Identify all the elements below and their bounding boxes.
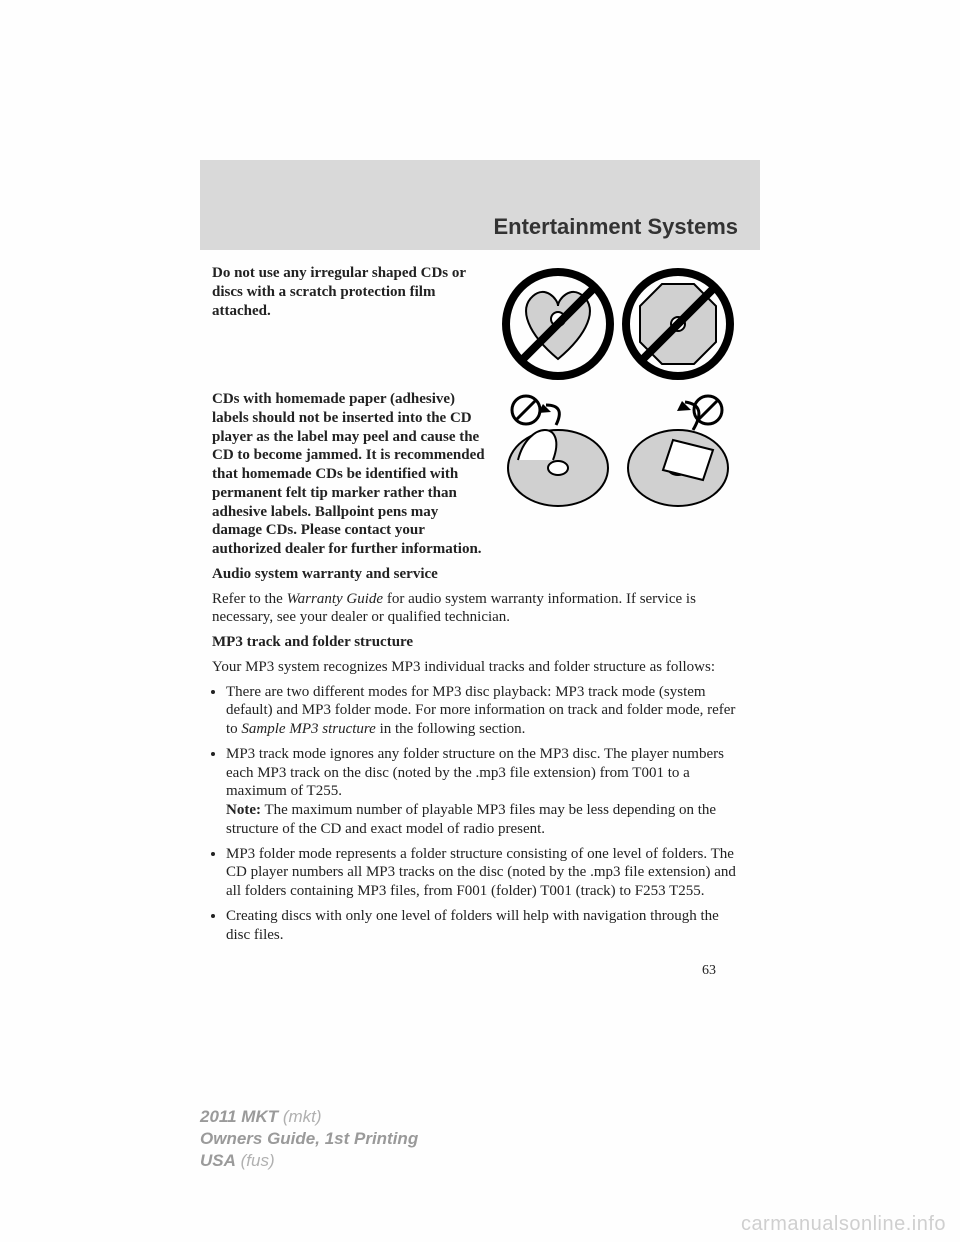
section-header: Entertainment Systems [200,160,760,250]
irregular-cd-icons [498,264,738,384]
bullet-text: MP3 track mode ignores any folder struct… [226,746,724,800]
list-item: Creating discs with only one level of fo… [226,907,738,945]
list-item: MP3 folder mode represents a folder stru… [226,845,738,901]
list-item: MP3 track mode ignores any folder struct… [226,745,738,839]
irregular-cd-warning: Do not use any irregular shaped CDs or d… [212,264,486,320]
mp3-intro: Your MP3 system recognizes MP3 individua… [212,658,738,677]
footer-region-code: (fus) [236,1151,275,1170]
cd-label-sticker-icon [628,396,728,506]
cd-label-peel-icon [508,396,608,506]
heart-cd-prohibited-icon [506,272,610,376]
note-text: The maximum number of playable MP3 files… [226,802,716,837]
watermark: carmanualsonline.info [741,1213,946,1236]
octagon-cd-prohibited-icon [626,272,730,376]
homemade-label-warning: CDs with homemade paper (adhesive) label… [212,391,485,557]
footer-model-code: (mkt) [278,1107,321,1126]
footer-model: 2011 MKT [200,1107,278,1126]
warranty-guide-ref: Warranty Guide [287,591,384,607]
cd-label-icons [498,390,738,515]
footer-region: USA [200,1151,236,1170]
bullet-text: MP3 folder mode represents a folder stru… [226,846,736,900]
warranty-body-a: Refer to the [212,591,287,607]
bullet-text: Creating discs with only one level of fo… [226,908,719,943]
page-number: 63 [212,962,738,980]
footer-guide: Owners Guide, 1st Printing [200,1128,418,1150]
bullet-text-b: in the following section. [376,721,526,737]
bullet-italic: Sample MP3 structure [241,721,375,737]
note-label: Note: [226,802,261,818]
mp3-heading: MP3 track and folder structure [212,633,738,652]
warranty-heading: Audio system warranty and service [212,565,738,584]
doc-footer: 2011 MKT (mkt) Owners Guide, 1st Printin… [200,1106,418,1172]
page-content: Do not use any irregular shaped CDs or d… [200,264,760,980]
warranty-body: Refer to the Warranty Guide for audio sy… [212,590,738,628]
mp3-bullet-list: There are two different modes for MP3 di… [226,683,738,945]
section-title: Entertainment Systems [493,214,738,240]
list-item: There are two different modes for MP3 di… [226,683,738,739]
